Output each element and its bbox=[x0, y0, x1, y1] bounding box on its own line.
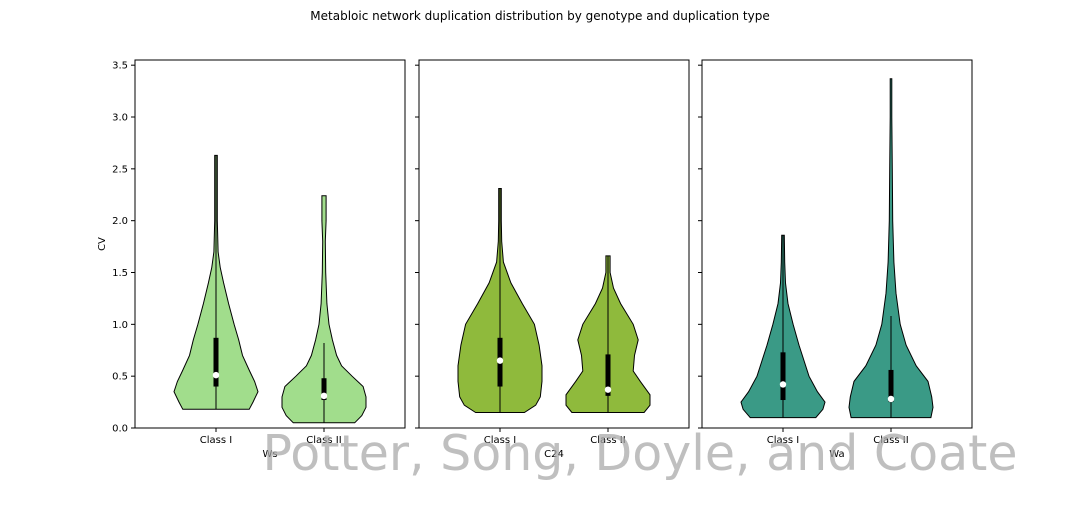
x-tick-label: Class I bbox=[767, 435, 799, 446]
median-dot bbox=[604, 386, 612, 393]
x-tick-label: Class II bbox=[306, 435, 341, 446]
violin-body bbox=[848, 78, 934, 419]
y-tick-label: 2.5 bbox=[112, 164, 128, 175]
panel-1: Class I Class II C24 bbox=[415, 59, 690, 460]
x-tick-label: Class I bbox=[484, 435, 516, 446]
median-dot bbox=[212, 371, 220, 379]
y-tick-label: 3.0 bbox=[112, 113, 128, 124]
panel-0: 0.0 0.5 1.0 1.5 2.0 2.5 3.0 3.5 Class I Class II W… bbox=[112, 59, 406, 460]
median-dot bbox=[320, 392, 328, 400]
median-dot bbox=[496, 357, 504, 364]
x-tick-label: Class II bbox=[590, 435, 625, 446]
iqr-box bbox=[888, 369, 894, 403]
panel-xlabel: Ws bbox=[262, 449, 277, 460]
panel-2: Class I Class II Wa bbox=[698, 59, 973, 460]
y-tick-label: 3.5 bbox=[112, 61, 128, 72]
y-axis-label: CV bbox=[97, 237, 108, 251]
median-dot bbox=[887, 395, 895, 403]
axes-frame bbox=[134, 59, 406, 429]
y-tick-label: 0.5 bbox=[112, 372, 128, 383]
iqr-box bbox=[213, 337, 219, 387]
panels: 0.0 0.5 1.0 1.5 2.0 2.5 3.0 3.5 Class I Class II W… bbox=[112, 59, 973, 460]
y-tick-label: 1.5 bbox=[112, 268, 128, 279]
iqr-box bbox=[321, 378, 327, 401]
axes-frame bbox=[418, 59, 690, 429]
y-tick-label: 2.0 bbox=[112, 216, 128, 227]
axes-frame bbox=[701, 59, 973, 429]
violin-body bbox=[281, 195, 367, 424]
iqr-box bbox=[605, 354, 611, 396]
panel-xlabel: C24 bbox=[544, 449, 564, 460]
median-dot bbox=[779, 381, 787, 388]
watermark: Potter, Song, Doyle, and Coate bbox=[262, 425, 1017, 482]
chart-title: Metabloic network duplication distributi… bbox=[310, 9, 769, 23]
panel-xlabel: Wa bbox=[829, 449, 844, 460]
y-tick-label: 0.0 bbox=[112, 424, 128, 435]
y-tick-label: 1.0 bbox=[112, 320, 128, 331]
x-tick-label: Class II bbox=[873, 435, 908, 446]
iqr-box bbox=[780, 352, 786, 401]
x-tick-label: Class I bbox=[200, 435, 232, 446]
